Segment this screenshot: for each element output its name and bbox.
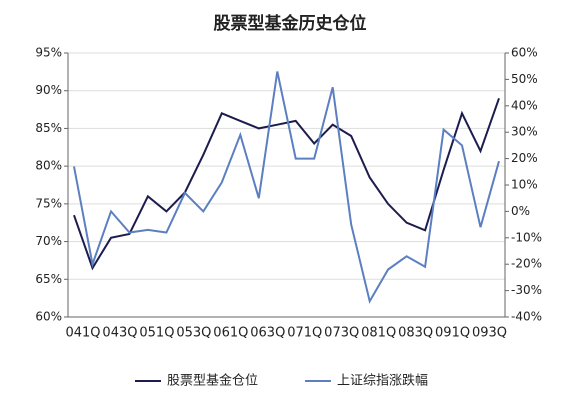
x-tick-label: 073Q <box>324 326 359 341</box>
legend-label: 股票型基金仓位 <box>167 373 258 389</box>
y2-tick-label: -30% <box>511 283 542 297</box>
y2-tick-label: 20% <box>511 151 538 165</box>
x-tick-label: 063Q <box>250 326 285 341</box>
chart-title: 股票型基金历史仓位 <box>214 13 367 34</box>
y-tick-label: 85% <box>35 121 62 135</box>
y2-tick-label: 0% <box>511 204 530 218</box>
x-tick-label: 061Q <box>213 326 248 341</box>
x-tick-label: 043Q <box>102 326 137 341</box>
y-tick-label: 60% <box>35 310 62 324</box>
y2-tick-label: 40% <box>511 98 538 112</box>
x-tick-label: 051Q <box>139 326 174 341</box>
y-tick-label: 70% <box>35 234 62 248</box>
legend-label: 上证综指涨跌幅 <box>337 373 428 389</box>
y2-tick-label: 10% <box>511 178 538 192</box>
series-line <box>73 97 500 271</box>
x-tick-label: 091Q <box>435 326 470 341</box>
y2-tick-label: 30% <box>511 125 538 139</box>
y2-tick-label: 60% <box>511 46 538 60</box>
y-tick-label: 65% <box>35 272 62 286</box>
y2-tick-label: 50% <box>511 72 538 86</box>
x-tick-label: 041Q <box>65 326 100 341</box>
y2-tick-label: -10% <box>511 230 542 244</box>
x-tick-label: 053Q <box>176 326 211 341</box>
y-tick-label: 80% <box>35 159 62 173</box>
y-tick-label: 90% <box>35 83 62 97</box>
y2-tick-label: -40% <box>511 310 542 324</box>
y-tick-label: 95% <box>35 46 62 60</box>
x-tick-label: 083Q <box>398 326 433 341</box>
y-tick-label: 75% <box>35 196 62 210</box>
x-tick-label: 093Q <box>472 326 507 341</box>
x-tick-label: 071Q <box>287 326 322 341</box>
y2-tick-label: -20% <box>511 257 542 271</box>
series-line <box>73 71 500 304</box>
x-tick-label: 081Q <box>361 326 396 341</box>
